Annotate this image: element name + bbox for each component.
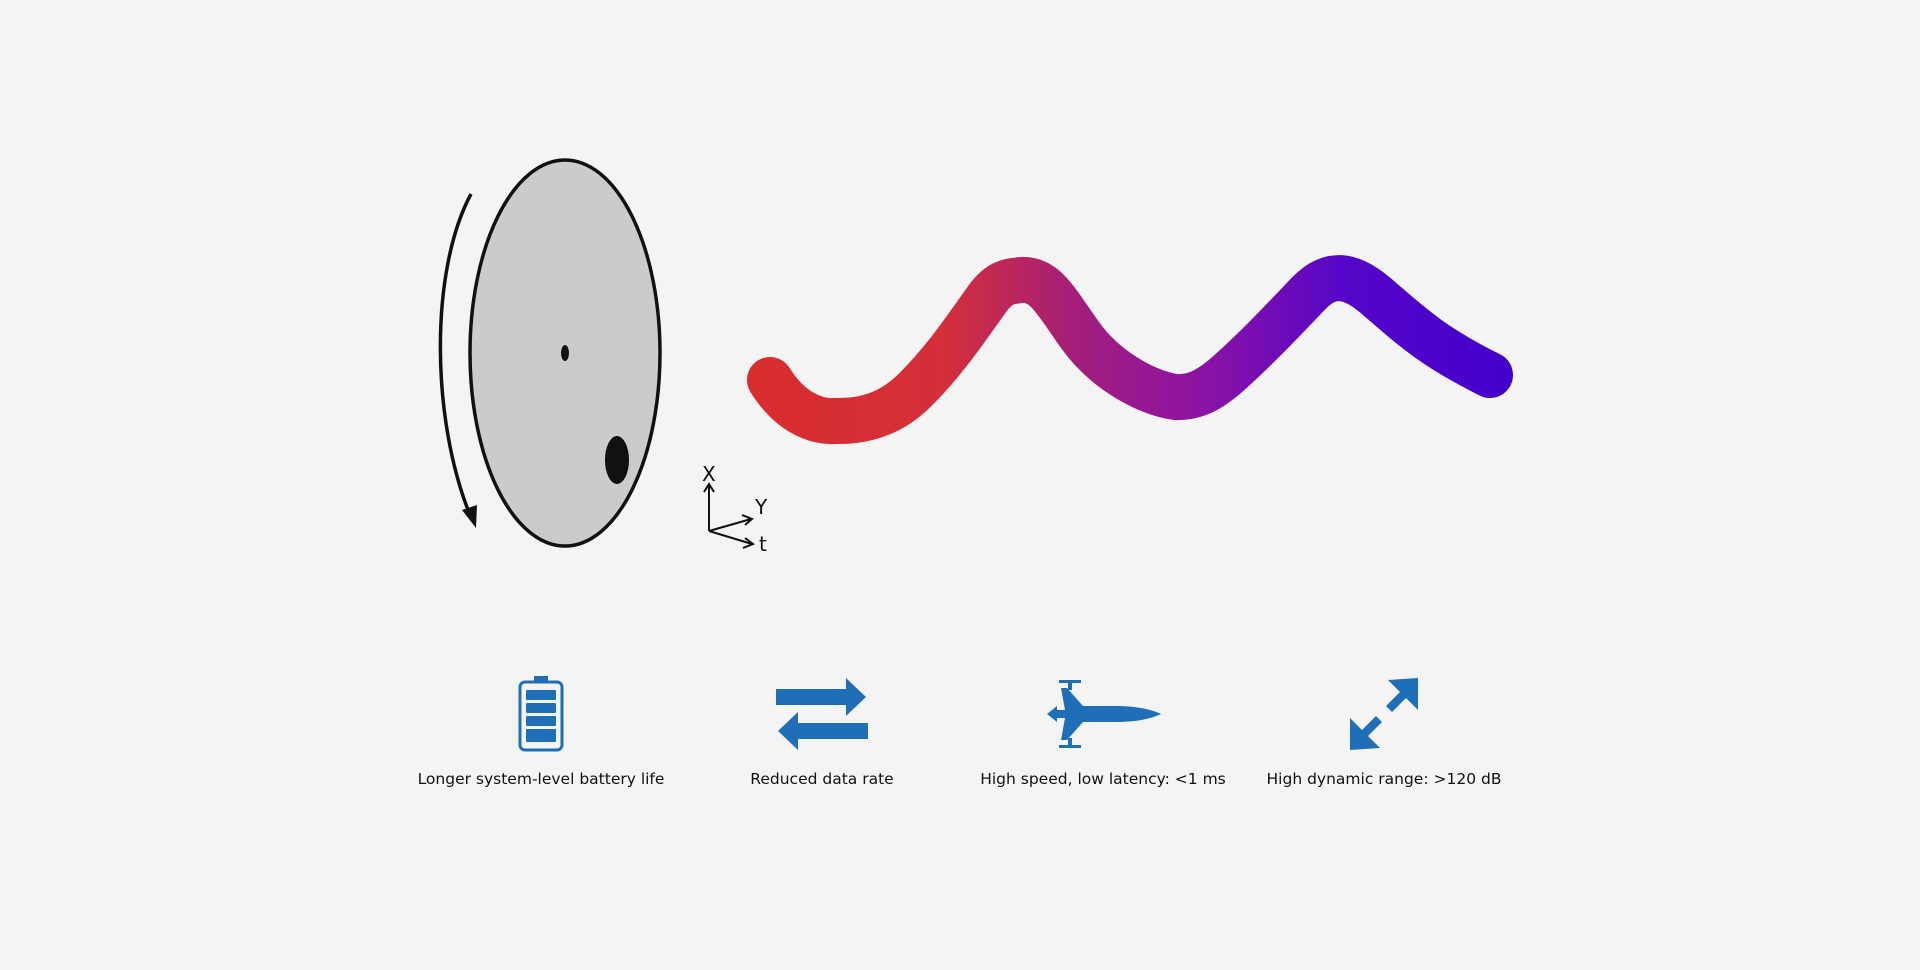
axis-label-t: t — [759, 532, 767, 556]
feature-data-rate: Reduced data rate — [682, 672, 962, 788]
feature-list: Longer system-level battery life Reduced… — [0, 672, 1920, 812]
feature-dynamic-range: High dynamic range: >120 dB — [1244, 672, 1524, 788]
feature-caption: High dynamic range: >120 dB — [1266, 770, 1502, 788]
feature-battery: Longer system-level battery life — [401, 672, 681, 788]
diagonal-expand-arrow-icon — [1344, 672, 1424, 756]
feature-latency: High speed, low latency: <1 ms — [963, 672, 1243, 788]
feature-caption: Reduced data rate — [750, 770, 894, 788]
data-exchange-arrows-icon — [774, 672, 870, 756]
feature-caption: Longer system-level battery life — [417, 770, 665, 788]
disk-marker-dot — [605, 436, 629, 484]
battery-icon — [517, 672, 565, 756]
rotation-arrow — [438, 193, 474, 521]
axis-label-y: Y — [754, 495, 768, 519]
rotation-arrow-head — [462, 505, 477, 528]
fighter-jet-icon — [1043, 672, 1163, 756]
disk-center-dot — [561, 345, 569, 361]
coordinate-axes — [703, 482, 756, 549]
axis-label-x: X — [702, 462, 716, 486]
event-trail — [747, 255, 1513, 445]
feature-caption: High speed, low latency: <1 ms — [980, 770, 1226, 788]
